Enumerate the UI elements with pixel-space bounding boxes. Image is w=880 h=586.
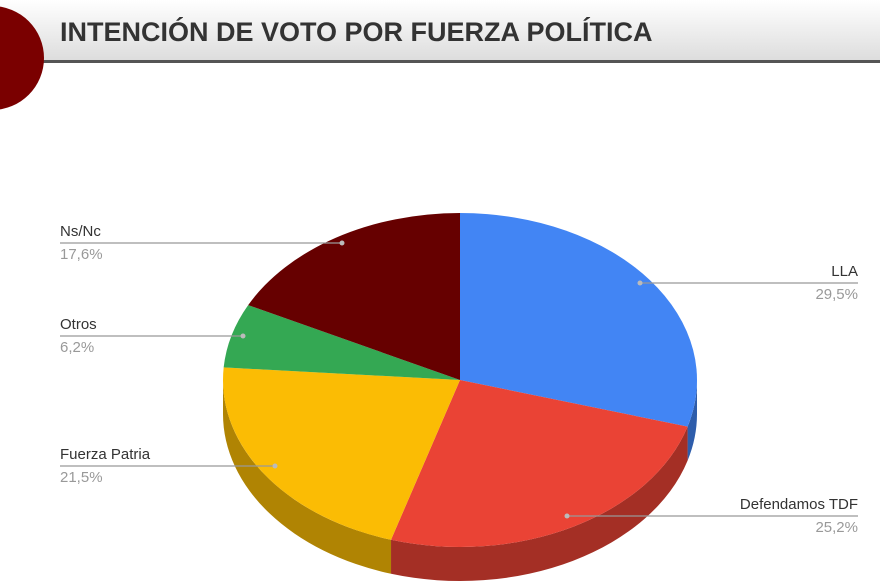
slice bbox=[460, 213, 697, 427]
header-bar bbox=[0, 0, 880, 62]
leader-dot bbox=[272, 463, 278, 469]
slice-name: Ns/Nc bbox=[60, 223, 101, 240]
leader-dot bbox=[240, 333, 246, 339]
slice-name: Defendamos TDF bbox=[740, 496, 858, 513]
slice-name: LLA bbox=[831, 263, 858, 280]
slice-name: Fuerza Patria bbox=[60, 446, 151, 463]
leader-dot bbox=[339, 240, 345, 246]
slice-value: 25,2% bbox=[815, 519, 858, 536]
slice bbox=[248, 213, 460, 380]
leader-dot bbox=[564, 513, 570, 519]
leader-dot bbox=[637, 280, 643, 286]
slice-side bbox=[391, 426, 688, 582]
chart-title: INTENCIÓN DE VOTO POR FUERZA POLÍTICA bbox=[60, 16, 653, 47]
slice-value: 6,2% bbox=[60, 339, 94, 356]
header-rule bbox=[0, 60, 880, 63]
slice-value: 17,6% bbox=[60, 246, 103, 263]
slice-value: 29,5% bbox=[815, 286, 858, 303]
slice-side bbox=[223, 380, 392, 574]
slice-name: Otros bbox=[60, 316, 97, 333]
slice bbox=[391, 380, 688, 548]
slice-value: 21,5% bbox=[60, 469, 103, 486]
slice bbox=[222, 367, 460, 540]
header-circle bbox=[0, 6, 44, 110]
slice bbox=[223, 305, 460, 380]
slice-side bbox=[687, 380, 697, 461]
